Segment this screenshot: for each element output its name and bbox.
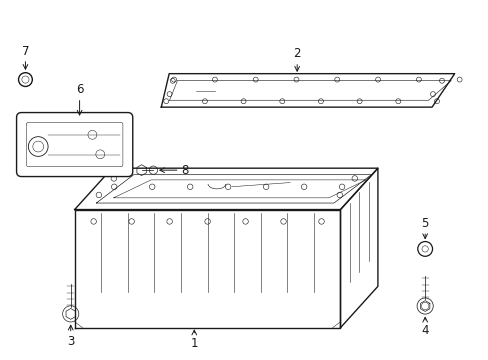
Text: 5: 5 [421,217,428,239]
Text: 1: 1 [190,330,198,350]
Text: 6: 6 [76,84,83,115]
Text: 7: 7 [21,45,29,69]
Text: 3: 3 [67,325,74,348]
Text: 4: 4 [421,318,428,337]
Text: 2: 2 [293,48,300,71]
FancyBboxPatch shape [17,113,132,176]
Text: 8: 8 [160,164,188,177]
